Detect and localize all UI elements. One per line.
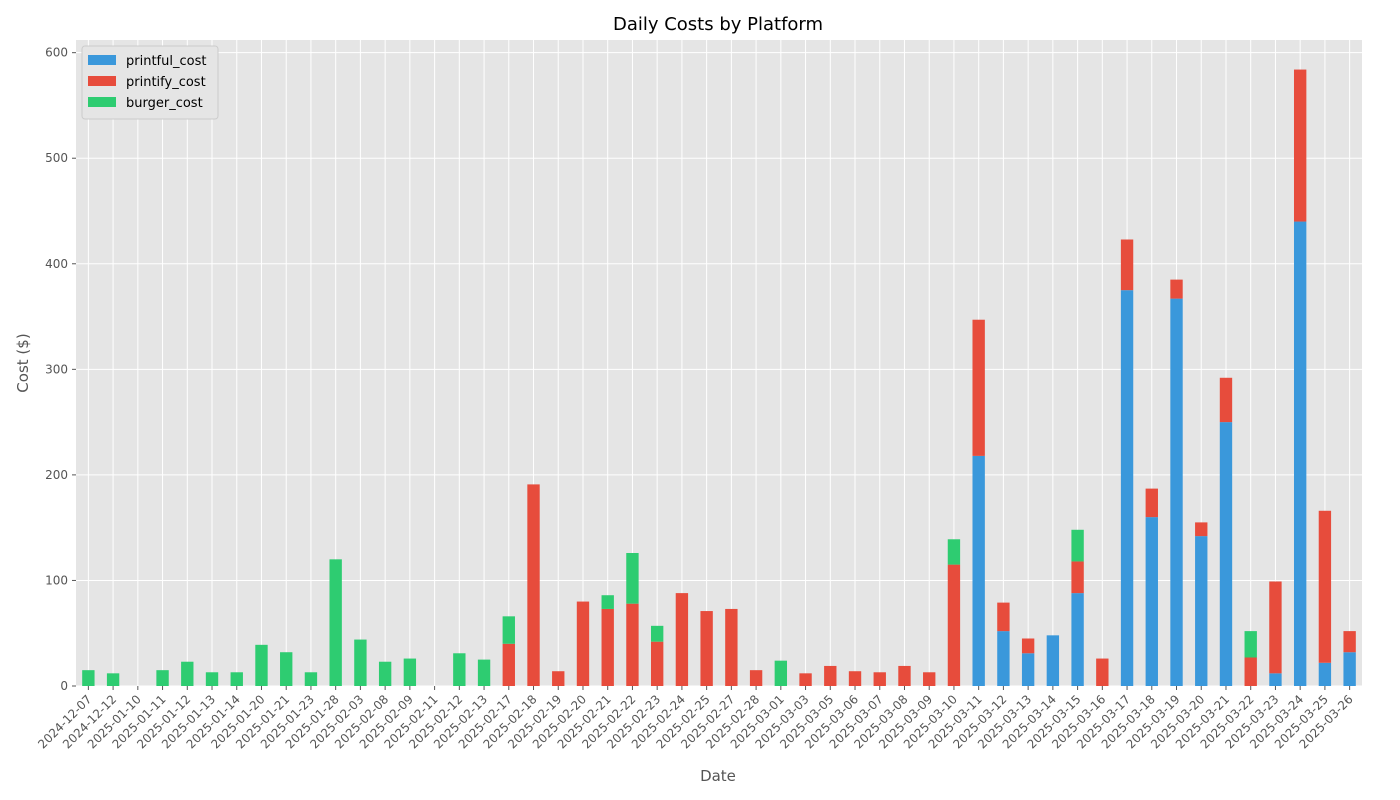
bar-burger-cost bbox=[774, 660, 788, 686]
bar-printify-cost bbox=[601, 608, 614, 686]
bar-printful-cost bbox=[1120, 290, 1134, 686]
y-tick-label: 600 bbox=[45, 46, 68, 60]
bar-printify-cost bbox=[749, 670, 763, 686]
bar-burger-cost bbox=[329, 559, 342, 686]
bar-printful-cost bbox=[1021, 653, 1035, 686]
bar-burger-cost bbox=[1244, 631, 1257, 658]
bar-burger-cost bbox=[205, 672, 219, 686]
bar-printify-cost bbox=[675, 593, 689, 686]
bar-printify-cost bbox=[1269, 581, 1282, 674]
bar-printify-cost bbox=[576, 601, 590, 686]
bar-burger-cost bbox=[304, 672, 318, 686]
bar-printify-cost bbox=[1021, 638, 1035, 654]
bar-printify-cost bbox=[502, 643, 515, 686]
bar-printful-cost bbox=[1046, 635, 1060, 686]
y-tick-label: 500 bbox=[45, 151, 68, 165]
plot-area bbox=[76, 40, 1362, 686]
legend-label: printful_cost bbox=[126, 54, 206, 69]
bar-burger-cost bbox=[280, 652, 293, 686]
y-tick-label: 400 bbox=[45, 257, 68, 271]
bar-printful-cost bbox=[1219, 422, 1233, 686]
bar-burger-cost bbox=[156, 670, 169, 686]
bar-printful-cost bbox=[1170, 298, 1183, 686]
gridlines bbox=[76, 40, 1362, 687]
bar-printify-cost bbox=[1343, 631, 1356, 653]
bar-burger-cost bbox=[82, 670, 95, 686]
bar-burger-cost bbox=[403, 658, 417, 686]
bar-burger-cost bbox=[1071, 529, 1084, 562]
bar-printify-cost bbox=[1244, 657, 1257, 686]
bar-printful-cost bbox=[997, 631, 1010, 686]
bar-burger-cost bbox=[181, 661, 194, 686]
bar-printify-cost bbox=[898, 665, 911, 686]
bar-burger-cost bbox=[255, 644, 268, 686]
bar-printful-cost bbox=[1318, 662, 1332, 686]
bar-printify-cost bbox=[1096, 658, 1109, 686]
bar-burger-cost bbox=[106, 673, 120, 686]
bar-printify-cost bbox=[552, 671, 565, 686]
legend-swatch bbox=[88, 55, 116, 65]
bar-burger-cost bbox=[626, 553, 639, 604]
bar-printify-cost bbox=[1145, 488, 1158, 518]
bar-printify-cost bbox=[1120, 239, 1134, 291]
bar-printify-cost bbox=[700, 611, 713, 686]
bar-printful-cost bbox=[1195, 536, 1208, 686]
bar-burger-cost bbox=[230, 672, 243, 686]
bar-printify-cost bbox=[1195, 522, 1208, 537]
y-tick-label: 300 bbox=[45, 362, 68, 376]
x-axis-ticks: 2024-12-072024-12-122025-01-102025-01-11… bbox=[35, 686, 1356, 751]
y-axis-label: Cost ($) bbox=[14, 333, 32, 392]
bar-printify-cost bbox=[626, 603, 639, 686]
bar-printify-cost bbox=[1318, 510, 1332, 663]
bar-printful-cost bbox=[1269, 673, 1282, 686]
x-axis-label: Date bbox=[700, 767, 736, 785]
bar-printful-cost bbox=[1071, 593, 1084, 686]
bar-printful-cost bbox=[972, 455, 985, 686]
bar-printful-cost bbox=[1145, 517, 1158, 686]
bar-burger-cost bbox=[601, 595, 614, 609]
y-tick-label: 100 bbox=[45, 573, 68, 587]
bar-burger-cost bbox=[453, 653, 466, 686]
legend-swatch bbox=[88, 97, 116, 107]
bar-burger-cost bbox=[650, 625, 664, 642]
bar-printify-cost bbox=[947, 564, 961, 686]
bar-printify-cost bbox=[1219, 377, 1233, 423]
bar-burger-cost bbox=[378, 661, 392, 686]
bar-printify-cost bbox=[848, 671, 862, 686]
bar-printify-cost bbox=[873, 672, 886, 686]
legend-swatch bbox=[88, 76, 116, 86]
bar-printify-cost bbox=[997, 602, 1010, 632]
legend-label: printify_cost bbox=[126, 75, 206, 90]
bar-printify-cost bbox=[1071, 561, 1084, 594]
legend-label: burger_cost bbox=[126, 96, 203, 111]
bar-burger-cost bbox=[477, 659, 491, 686]
bar-printify-cost bbox=[923, 672, 936, 686]
legend: printful_cost printify_cost burger_cost bbox=[81, 45, 219, 120]
bar-printify-cost bbox=[650, 641, 664, 686]
bar-burger-cost bbox=[947, 539, 961, 565]
bar-printify-cost bbox=[972, 319, 985, 456]
bar-printful-cost bbox=[1293, 221, 1307, 687]
y-axis-ticks: 0 100 200 300 400 500 600 bbox=[45, 46, 76, 693]
chart-title: Daily Costs by Platform bbox=[613, 14, 823, 35]
bars bbox=[82, 69, 1356, 687]
y-tick-label: 200 bbox=[45, 468, 68, 482]
bar-burger-cost bbox=[502, 616, 515, 644]
bar-printify-cost bbox=[725, 608, 738, 686]
bar-printify-cost bbox=[527, 484, 540, 686]
bar-printify-cost bbox=[824, 665, 837, 686]
bar-printify-cost bbox=[1170, 279, 1183, 299]
bar-printful-cost bbox=[1343, 652, 1356, 686]
bar-burger-cost bbox=[354, 639, 367, 686]
bar-printify-cost bbox=[1293, 69, 1307, 222]
bar-printify-cost bbox=[799, 673, 812, 686]
y-tick-label: 0 bbox=[60, 679, 68, 693]
